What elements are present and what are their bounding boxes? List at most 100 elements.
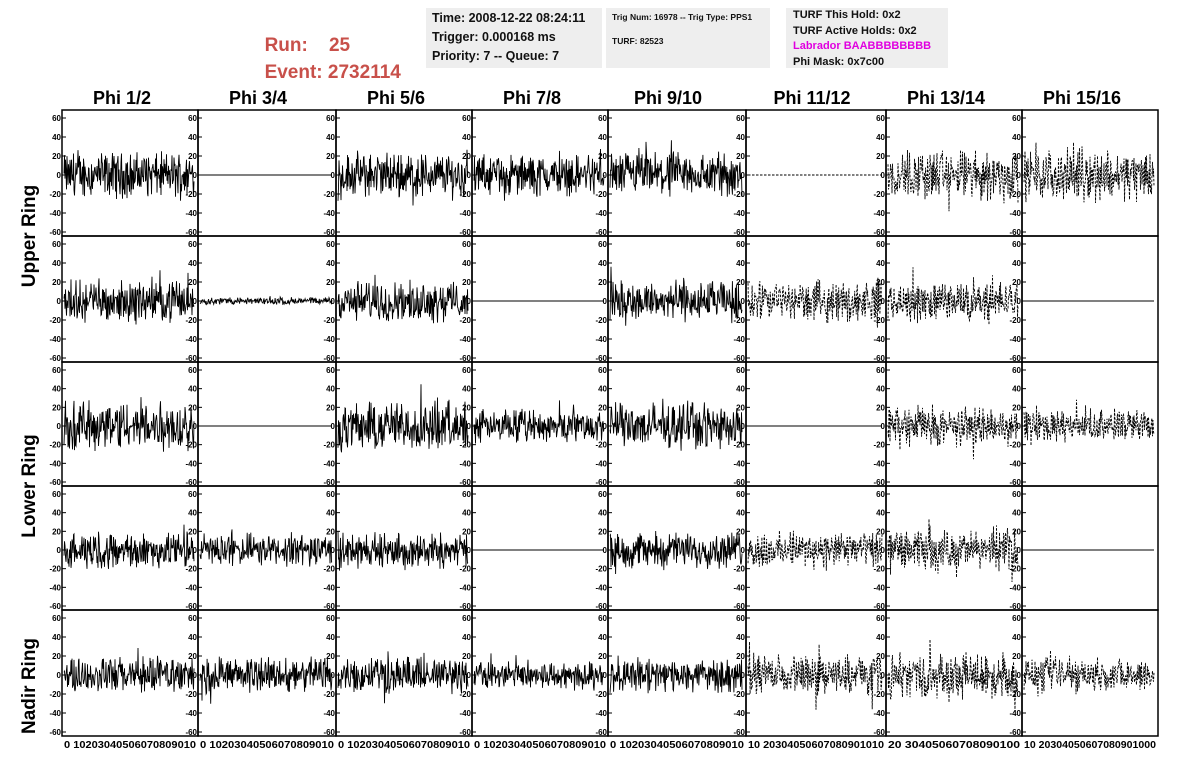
y-tick-label: -20 — [733, 316, 745, 325]
y-tick-label: -60 — [459, 728, 471, 737]
y-tick-label: 40 — [736, 259, 745, 268]
y-tick-label: -40 — [873, 209, 885, 218]
y-tick-label: 60 — [462, 490, 471, 499]
y-tick-label: 40 — [326, 259, 335, 268]
y-tick-label: -20 — [323, 190, 335, 199]
y-tick-label: 0 — [331, 546, 336, 555]
y-tick-label: 20 — [876, 152, 885, 161]
y-tick-label: 40 — [188, 259, 197, 268]
panel-frame — [197, 361, 337, 487]
waveform-trace — [473, 653, 605, 691]
y-tick-label: 20 — [188, 652, 197, 661]
waveform-panel-r4-c7: 60 40 20 0 -20 -40 -60 — [873, 485, 1023, 611]
waveform-panel-r5-c2: 60 40 20 0 -20 -40 -60 — [185, 609, 337, 737]
run-line: Run: 25 — [254, 10, 351, 58]
y-tick-label: -60 — [733, 728, 745, 737]
panel-frame — [885, 485, 1023, 611]
y-tick-label: -60 — [459, 228, 471, 237]
y-tick-label: 60 — [52, 240, 61, 249]
y-tick-label: 40 — [462, 633, 471, 642]
y-tick-label: -40 — [1009, 583, 1021, 592]
waveform-trace — [747, 641, 883, 710]
y-tick-label: 60 — [326, 614, 335, 623]
y-tick-label: -60 — [1009, 354, 1021, 363]
time-info-box: Time: 2008-12-22 08:24:11 Trigger: 0.000… — [426, 8, 602, 68]
y-tick-label: 40 — [598, 633, 607, 642]
y-tick-label: 40 — [52, 133, 61, 142]
y-tick-label: -60 — [1009, 602, 1021, 611]
trig-info-box: Trig Num: 16978 -- Trig Type: PPS1 TURF:… — [606, 8, 770, 68]
waveform-trace — [199, 529, 333, 567]
y-tick-label: -20 — [323, 690, 335, 699]
y-tick-label: -60 — [873, 228, 885, 237]
y-tick-label: 60 — [876, 614, 885, 623]
y-tick-label: -60 — [733, 228, 745, 237]
y-tick-label: -20 — [49, 316, 61, 325]
y-tick-label: 60 — [1012, 240, 1021, 249]
y-tick-label: -40 — [323, 335, 335, 344]
waveform-panel-r1-c6: 60 40 20 0 -20 -40 -60 — [733, 109, 887, 237]
waveform-panel-r2-c4: 60 40 20 0 -20 -40 -60 — [459, 235, 609, 363]
y-tick-label: 40 — [736, 633, 745, 642]
panel-frame — [745, 109, 887, 237]
y-tick-label: -40 — [595, 709, 607, 718]
y-tick-label: 40 — [876, 385, 885, 394]
y-tick-label: 20 — [188, 152, 197, 161]
y-tick-label: 0 — [1017, 422, 1022, 431]
column-header-phi-9-10: Phi 9/10 — [633, 88, 703, 108]
y-tick-label: 20 — [736, 652, 745, 661]
y-tick-label: 40 — [876, 133, 885, 142]
y-tick-label: -60 — [1009, 478, 1021, 487]
panel-frame — [885, 609, 1023, 737]
y-tick-label: 40 — [462, 385, 471, 394]
y-tick-label: 60 — [736, 240, 745, 249]
x-tick-labels-col-8: 10 20304050607080901000 — [1024, 740, 1156, 751]
x-tick-labels-col-4: 0 10203040506070809010 — [474, 740, 606, 751]
y-tick-label: 0 — [193, 546, 198, 555]
y-tick-label: 60 — [52, 114, 61, 123]
y-tick-label: 20 — [876, 527, 885, 536]
waveform-panel-r3-c3: 60 40 20 0 -20 -40 -60 — [323, 361, 473, 487]
waveform-trace — [887, 518, 1019, 583]
waveform-panel-r4-c2: 60 40 20 0 -20 -40 -60 — [185, 485, 337, 611]
waveform-panel-r5-c1: 60 40 20 0 -20 -40 -60 — [49, 609, 199, 737]
y-tick-label: 20 — [876, 278, 885, 287]
waveform-trace — [887, 149, 1019, 212]
y-tick-label: -20 — [49, 441, 61, 450]
x-tick-labels-col-3: 0 10203040506070809010 — [338, 740, 470, 751]
y-tick-label: -40 — [459, 209, 471, 218]
y-tick-label: 20 — [326, 403, 335, 412]
waveform-panel-r5-c5: 60 40 20 0 -20 -40 -60 — [595, 609, 747, 737]
y-tick-label: 0 — [57, 422, 62, 431]
y-tick-label: -40 — [733, 583, 745, 592]
y-tick-label: 40 — [598, 385, 607, 394]
waveform-panel-r3-c2: 60 40 20 0 -20 -40 -60 — [185, 361, 337, 487]
y-tick-label: 60 — [876, 240, 885, 249]
y-tick-label: -20 — [459, 565, 471, 574]
y-tick-label: 20 — [188, 278, 197, 287]
waveform-trace — [887, 639, 1019, 710]
y-tick-label: -40 — [323, 583, 335, 592]
y-tick-label: -60 — [49, 228, 61, 237]
turf-info-box: TURF This Hold: 0x2 TURF Active Holds: 0… — [786, 8, 948, 68]
y-tick-label: 40 — [188, 133, 197, 142]
y-tick-label: 60 — [462, 240, 471, 249]
y-tick-label: 40 — [326, 133, 335, 142]
y-tick-label: -60 — [459, 354, 471, 363]
y-tick-label: 20 — [462, 527, 471, 536]
y-tick-label: 60 — [736, 490, 745, 499]
waveform-panel-r2-c6: 60 40 20 0 -20 -40 -60 — [733, 235, 887, 363]
y-tick-label: 40 — [326, 633, 335, 642]
y-tick-label: 40 — [188, 509, 197, 518]
y-tick-label: -60 — [1009, 728, 1021, 737]
waveform-panel-r1-c3: 60 40 20 0 -20 -40 -60 — [323, 109, 473, 237]
waveform-trace — [199, 656, 333, 704]
waveform-panel-r3-c4: 60 40 20 0 -20 -40 -60 — [459, 361, 609, 487]
y-tick-label: -40 — [1009, 335, 1021, 344]
y-tick-label: 0 — [741, 546, 746, 555]
y-tick-label: -20 — [733, 190, 745, 199]
y-tick-label: 60 — [188, 240, 197, 249]
x-tick-labels-col-1: 0 10203040506070809010 — [64, 740, 196, 751]
event-value: 2732114 — [327, 62, 401, 83]
y-tick-label: 0 — [603, 171, 608, 180]
